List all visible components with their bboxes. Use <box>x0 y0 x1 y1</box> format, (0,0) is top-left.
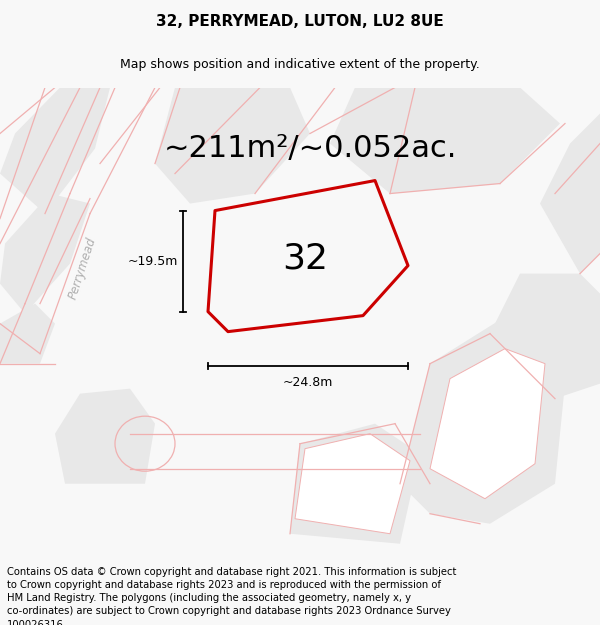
Text: 32: 32 <box>282 242 328 276</box>
Polygon shape <box>540 114 600 274</box>
Polygon shape <box>155 88 310 204</box>
Polygon shape <box>55 389 155 484</box>
Polygon shape <box>0 304 55 364</box>
Polygon shape <box>0 194 90 314</box>
Polygon shape <box>490 274 600 399</box>
Polygon shape <box>290 424 420 544</box>
Polygon shape <box>400 314 570 524</box>
Text: ~24.8m: ~24.8m <box>283 376 333 389</box>
Text: ~19.5m: ~19.5m <box>128 254 178 268</box>
Text: ~211m²/~0.052ac.: ~211m²/~0.052ac. <box>163 134 457 163</box>
Polygon shape <box>0 88 110 214</box>
Polygon shape <box>430 349 545 499</box>
Polygon shape <box>330 88 560 194</box>
Polygon shape <box>295 434 410 534</box>
Text: Map shows position and indicative extent of the property.: Map shows position and indicative extent… <box>120 58 480 71</box>
Text: Contains OS data © Crown copyright and database right 2021. This information is : Contains OS data © Crown copyright and d… <box>7 567 457 625</box>
Text: 32, PERRYMEAD, LUTON, LU2 8UE: 32, PERRYMEAD, LUTON, LU2 8UE <box>156 14 444 29</box>
Text: Perrymead: Perrymead <box>66 236 98 301</box>
